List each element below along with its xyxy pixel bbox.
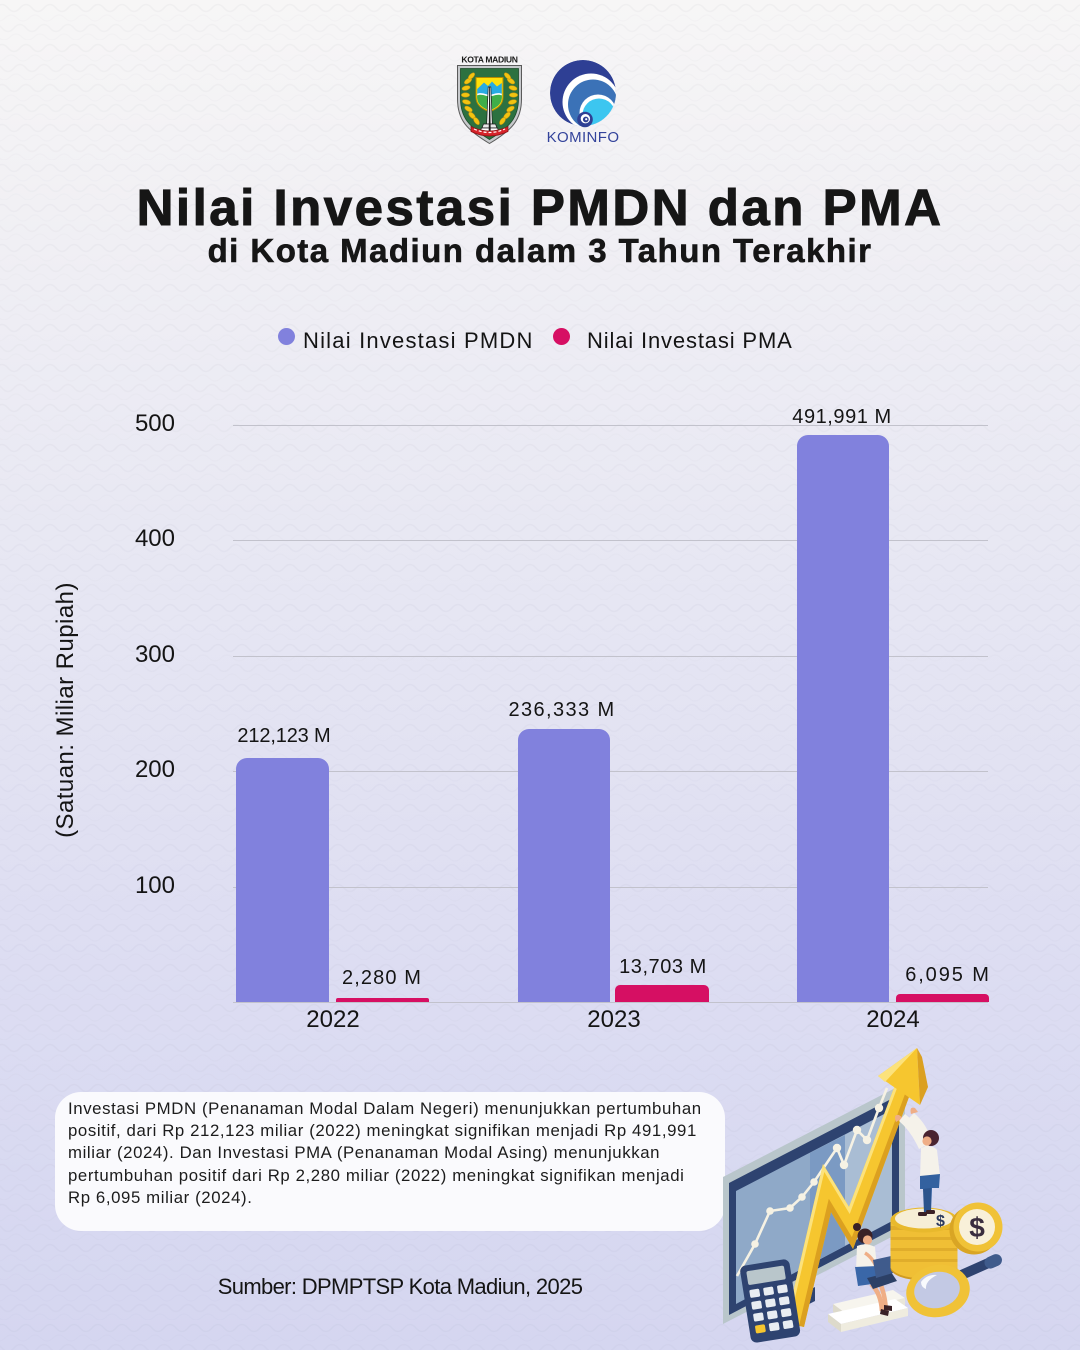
svg-text:$: $ [936, 1213, 945, 1230]
svg-text:KOMINFO: KOMINFO [547, 129, 620, 146]
svg-text:KOTA MADIUN: KOTA MADIUN [461, 55, 517, 65]
svg-text:$: $ [969, 1212, 985, 1243]
